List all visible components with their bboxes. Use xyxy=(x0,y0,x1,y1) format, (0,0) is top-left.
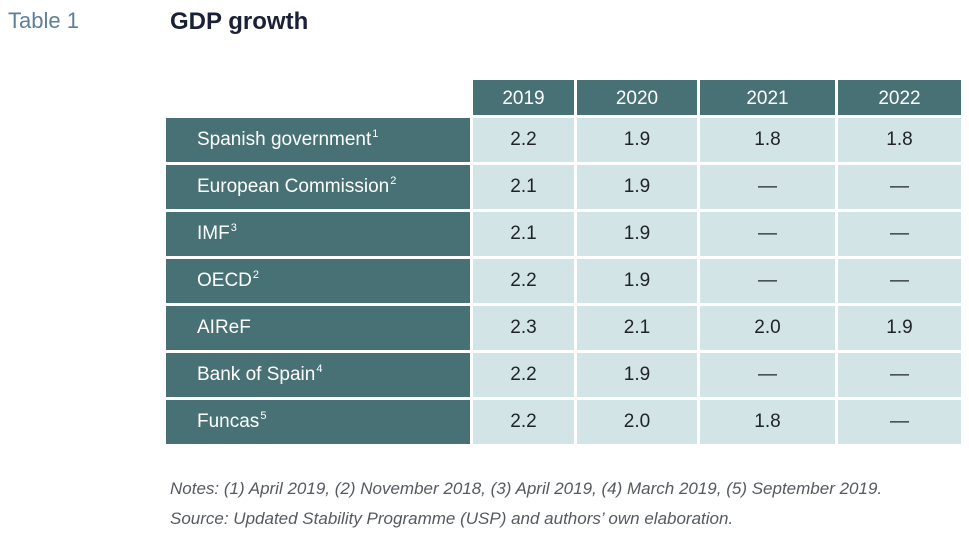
table-cell: 1.9 xyxy=(577,259,697,303)
table-cell: 1.9 xyxy=(577,165,697,209)
row-header-spanish-government: Spanish government 1 xyxy=(166,118,470,162)
table-cell: 1.8 xyxy=(838,118,961,162)
table-notes: Notes: (1) April 2019, (2) November 2018… xyxy=(170,474,882,534)
row-name: Funcas xyxy=(197,411,260,432)
table-cell: 2.1 xyxy=(577,306,697,350)
source-text: Source: Updated Stability Programme (USP… xyxy=(170,509,734,528)
table-cell: — xyxy=(700,212,835,256)
row-footnote: 5 xyxy=(260,410,267,422)
table-cell: 2.1 xyxy=(473,212,574,256)
table-cell: 1.9 xyxy=(577,212,697,256)
table-cell: 2.2 xyxy=(473,259,574,303)
table-cell: 2.1 xyxy=(473,165,574,209)
row-name: AIReF xyxy=(197,317,251,338)
column-header-2021: 2021 xyxy=(700,80,835,115)
table-cell: — xyxy=(700,259,835,303)
table-cell: — xyxy=(700,353,835,397)
table-label: Table 1 xyxy=(8,8,79,33)
row-footnote: 1 xyxy=(372,128,379,140)
row-name: OECD xyxy=(197,270,252,291)
row-header-oecd: OECD 2 xyxy=(166,259,470,303)
table-cell: 1.8 xyxy=(700,400,835,444)
table-cell: 2.2 xyxy=(473,118,574,162)
table-cell: — xyxy=(838,353,961,397)
table-cell: — xyxy=(838,400,961,444)
row-name: Spanish government xyxy=(197,129,372,150)
table-cell: 2.2 xyxy=(473,400,574,444)
row-footnote: 3 xyxy=(230,222,237,234)
table-cell: 2.2 xyxy=(473,353,574,397)
gdp-table: 2019 2020 2021 2022 Spanish government 1 … xyxy=(166,80,961,444)
column-header-2019: 2019 xyxy=(473,80,574,115)
footnotes-text: Notes: (1) April 2019, (2) November 2018… xyxy=(170,479,883,498)
table-cell: — xyxy=(838,259,961,303)
table-title: GDP growth xyxy=(170,8,309,35)
row-header-european-commission: European Commission 2 xyxy=(166,165,470,209)
table-cell: 1.9 xyxy=(577,118,697,162)
table-cell: 2.0 xyxy=(700,306,835,350)
row-name: Bank of Spain xyxy=(197,364,316,385)
column-header-2020: 2020 xyxy=(577,80,697,115)
row-name: European Commission xyxy=(197,176,390,197)
table-cell: — xyxy=(838,165,961,209)
row-footnote: 2 xyxy=(252,269,260,281)
row-header-funcas: Funcas 5 xyxy=(166,400,470,444)
row-header-imf: IMF 3 xyxy=(166,212,470,256)
column-header-2022: 2022 xyxy=(838,80,961,115)
table-corner xyxy=(166,80,470,115)
table-cell: 2.3 xyxy=(473,306,574,350)
table-cell: 1.8 xyxy=(700,118,835,162)
table-cell: 1.9 xyxy=(577,353,697,397)
row-header-airef: AIReF xyxy=(166,306,470,350)
table-cell: — xyxy=(838,212,961,256)
row-footnote: 2 xyxy=(390,175,397,187)
table-cell: 2.0 xyxy=(577,400,697,444)
table-cell: — xyxy=(700,165,835,209)
row-name: IMF xyxy=(197,223,230,244)
row-footnote: 4 xyxy=(316,363,323,375)
table-cell: 1.9 xyxy=(838,306,961,350)
row-header-bank-of-spain: Bank of Spain 4 xyxy=(166,353,470,397)
